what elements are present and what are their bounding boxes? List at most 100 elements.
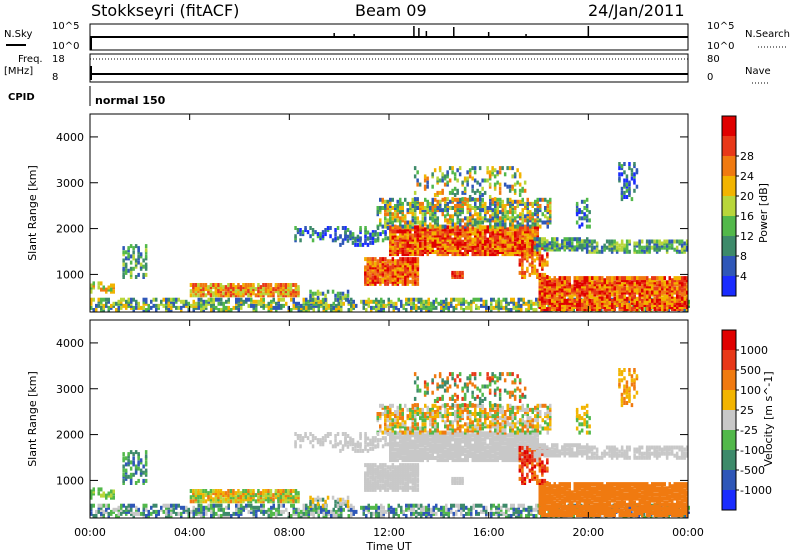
power-cell [424, 216, 427, 221]
power-cell [314, 230, 317, 235]
power-cell [668, 284, 671, 289]
power-cell [666, 280, 669, 285]
velocity-cell [275, 507, 278, 512]
power-cell [628, 284, 631, 289]
power-cell [656, 298, 659, 303]
velocity-cell [107, 511, 110, 516]
power-cell [324, 232, 327, 237]
power-cell [214, 291, 218, 296]
power-cell [628, 249, 631, 254]
power-cell [563, 294, 566, 299]
power-cell [553, 296, 556, 301]
power-cell [386, 271, 390, 276]
power-cell [521, 258, 524, 263]
power-cell [686, 300, 689, 305]
power-cell [546, 208, 549, 213]
power-cell [563, 296, 566, 301]
velocity-cell [182, 505, 185, 510]
power-cell [429, 248, 432, 252]
power-cell [426, 245, 429, 250]
power-cell [643, 290, 646, 295]
power-cell [437, 301, 440, 306]
power-cell [566, 286, 569, 291]
velocity-cell [337, 507, 340, 512]
power-cell [526, 256, 529, 261]
power-cell [250, 297, 253, 302]
power-cell [464, 235, 467, 240]
power-cell [394, 204, 397, 208]
velocity-cell [367, 505, 370, 510]
power-cell [611, 292, 614, 297]
power-cell [626, 300, 629, 305]
velocity-cell [320, 509, 323, 514]
velocity-cell [122, 509, 125, 514]
power-cell [401, 224, 404, 229]
power-cell [686, 296, 689, 301]
velocity-cell [317, 514, 320, 518]
velocity-cell [172, 509, 175, 514]
power-cell [384, 220, 387, 225]
velocity-cell [307, 514, 310, 518]
velocity-cell [457, 505, 460, 510]
velocity-cell [197, 509, 200, 514]
power-cell [436, 252, 439, 257]
power-cell [468, 197, 472, 202]
power-cell [456, 270, 459, 275]
power-cell [287, 283, 290, 287]
power-cell [446, 174, 449, 179]
power-cell [526, 218, 529, 223]
power-cell [192, 283, 195, 287]
power-cell [668, 300, 671, 305]
power-cell [661, 296, 664, 301]
power-cell [127, 248, 130, 253]
power-cell [444, 214, 447, 219]
power-cell [289, 285, 293, 290]
power-cell [225, 299, 228, 304]
power-cell [207, 285, 210, 290]
power-cell [297, 301, 300, 306]
velocity-cell [517, 514, 520, 518]
power-cell [399, 239, 402, 244]
power-cell [613, 276, 616, 281]
power-cell [449, 231, 452, 236]
power-cell [648, 290, 651, 295]
power-cell [341, 226, 345, 230]
velocity-cell [302, 511, 305, 516]
power-cell [563, 237, 566, 242]
velocity-cell [137, 509, 140, 514]
velocity-cell [410, 514, 413, 518]
power-cell [588, 210, 591, 215]
power-cell [129, 270, 133, 275]
power-cell [526, 214, 529, 219]
velocity-cell [260, 503, 263, 508]
power-cell [665, 239, 669, 244]
power-cell [102, 285, 105, 290]
power-cell [526, 244, 529, 249]
power-cell [603, 280, 606, 285]
velocity-cell [107, 505, 110, 510]
velocity-cell [465, 511, 468, 516]
velocity-cell [495, 505, 498, 510]
power-cell [524, 201, 527, 206]
power-cell [192, 293, 195, 298]
power-cell [95, 303, 98, 308]
power-cell [641, 294, 644, 299]
power-cell [501, 241, 504, 246]
power-cell [380, 303, 383, 308]
power-cell [501, 245, 504, 250]
power-cell [628, 276, 631, 281]
power-cell [460, 299, 463, 304]
power-cell [411, 248, 414, 252]
power-cell [563, 284, 566, 289]
power-cell [633, 172, 636, 177]
power-cell [391, 220, 394, 225]
power-cell [367, 299, 370, 304]
power-cell [410, 308, 413, 312]
power-cell [132, 246, 135, 251]
power-cell [279, 289, 283, 294]
velocity-cell [130, 509, 133, 514]
power-cell [476, 188, 479, 193]
power-cell [366, 257, 370, 262]
power-cell [427, 301, 430, 306]
power-cell [137, 250, 140, 255]
